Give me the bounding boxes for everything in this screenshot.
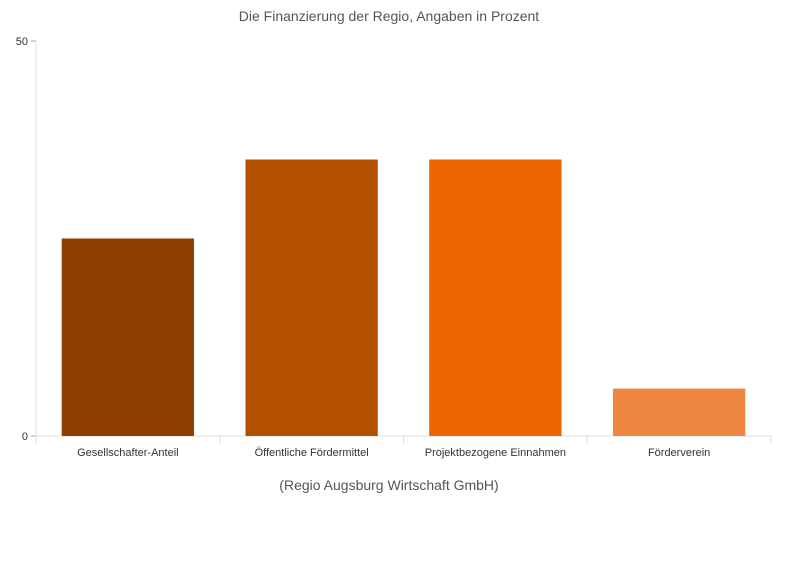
chart-title: Die Finanzierung der Regio, Angaben in P…: [239, 8, 540, 24]
y-tick-label: 50: [16, 36, 28, 48]
x-tick-label: Förderverein: [648, 447, 710, 459]
x-tick-label: Gesellschafter-Anteil: [77, 447, 179, 459]
x-tick-label: Projektbezogene Einnahmen: [425, 447, 566, 459]
chart-subtitle: (Regio Augsburg Wirtschaft GmbH): [279, 477, 498, 493]
x-tick-label: Öffentliche Fördermittel: [255, 447, 369, 459]
bar-1[interactable]: [61, 238, 195, 437]
y-tick-label: 0: [22, 431, 28, 443]
bar-4[interactable]: [612, 388, 746, 436]
bar-3[interactable]: [429, 159, 562, 437]
bar-2[interactable]: [245, 159, 378, 437]
